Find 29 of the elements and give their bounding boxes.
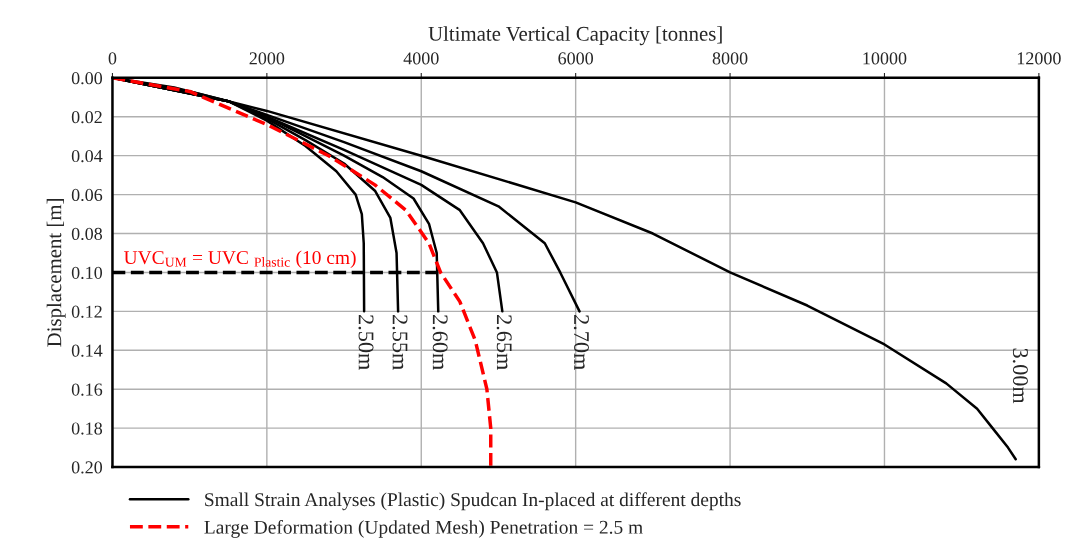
y-tick-label: 0.00 — [71, 72, 103, 85]
annotation: 2.50m — [358, 315, 374, 370]
y-tick-label: 0.08 — [71, 227, 103, 241]
legend-label: Small Strain Analyses (Plastic) Spudcan In-placed at different depths — [205, 492, 741, 511]
x-tick-label: 8000 — [712, 52, 748, 65]
y-tick-label: 0.10 — [71, 266, 103, 279]
annotation: 2.70m — [573, 315, 589, 370]
x-axis-title: Ultimate Vertical Capacity [tonnes] — [428, 26, 722, 46]
annotation: 2.60m — [432, 315, 448, 370]
y-tick-label: 0.04 — [71, 149, 103, 163]
y-tick-label: 0.14 — [71, 344, 103, 357]
x-tick-label: 4000 — [403, 52, 439, 65]
x-tick-label: 12000 — [1017, 52, 1061, 65]
annotation: 3.00m — [1012, 348, 1028, 404]
legend-label: Large Deformation (Updated Mesh) Penetration = 2.5 m — [204, 519, 643, 538]
annotation: 2.55m — [392, 315, 408, 370]
annotation: UVC$_{UM}$ = UVC $_{Plastic}$ (10 cm) — [123, 250, 356, 269]
y-axis-title: Displacement [m] — [46, 199, 66, 347]
y-tick-label: 0.06 — [71, 188, 103, 202]
y-tick-label: 0.12 — [71, 305, 102, 318]
y-tick-label: 0.20 — [71, 461, 103, 474]
y-tick-label: 0.02 — [71, 111, 102, 124]
x-tick-label: 0 — [108, 52, 117, 65]
x-tick-label: 2000 — [249, 52, 285, 65]
annotation: 2.65m — [496, 315, 512, 370]
x-tick-label: 6000 — [558, 52, 594, 65]
y-tick-label: 0.16 — [71, 383, 103, 396]
x-tick-label: 10000 — [863, 52, 907, 65]
y-tick-label: 0.18 — [71, 422, 103, 435]
